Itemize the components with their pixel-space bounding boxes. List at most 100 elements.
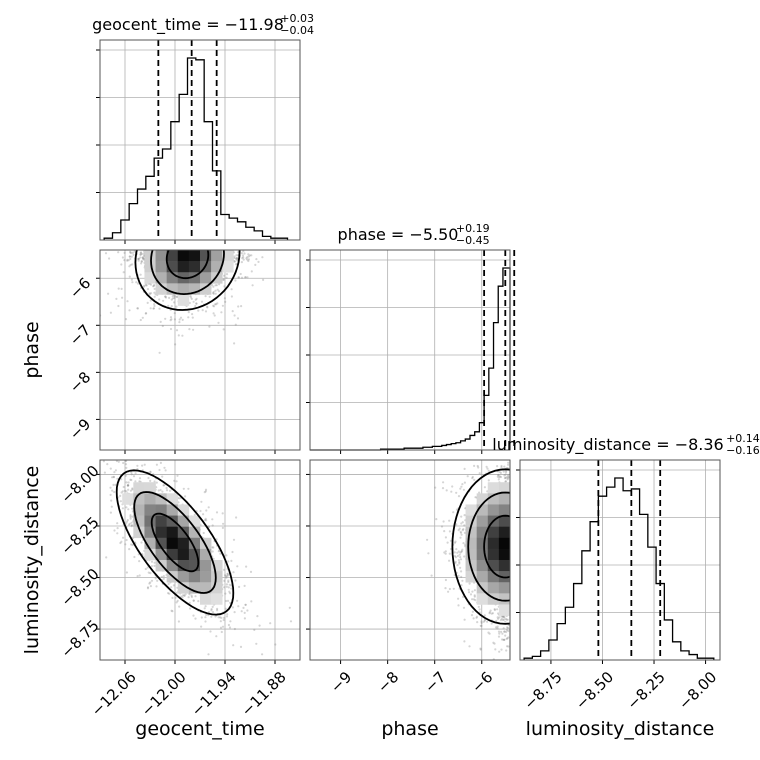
scatter-point [137,257,140,260]
scatter-point [507,476,510,479]
scatter-point [455,523,458,526]
scatter-point [127,259,130,262]
scatter-point [453,541,457,544]
scatter-point [505,629,508,632]
scatter-point [126,300,129,303]
scatter-point [239,645,243,649]
scatter-point [200,625,203,628]
scatter-point [208,295,211,298]
scatter-point [227,579,230,582]
panel-frame-phase_vs_geocent_time [99,249,301,451]
scatter-point [444,587,447,590]
scatter-point [233,260,236,263]
scatter-point [448,552,451,555]
scatter-point [120,287,123,290]
scatter-point [496,616,499,619]
scatter-point [150,579,154,582]
scatter-point [501,632,504,635]
density-cell [166,283,179,295]
scatter-point [212,291,215,295]
scatter-point [244,603,247,606]
scatter-point [140,252,143,256]
scatter-point [506,475,509,478]
scatter-point [194,298,197,301]
scatter-point [497,478,500,481]
scatter-point [219,626,223,629]
scatter-point [249,570,253,574]
scatter-point [147,476,150,480]
scatter-point [448,530,451,533]
scatter-point [499,475,503,479]
scatter-point [187,316,190,319]
scatter-point [142,258,145,261]
scatter-point [203,491,206,494]
density-cell [166,515,179,527]
scatter-point [178,497,181,500]
scatter-point [232,644,235,647]
scatter-point [245,257,248,260]
scatter-point [219,552,222,555]
density-cell [487,582,500,594]
scatter-point [500,648,503,651]
title-plus-luminosity_distance: +0.14 [726,432,760,445]
scatter-point [164,295,167,298]
scatter-point [487,479,490,482]
scatter-point [245,565,248,568]
scatter-point [189,294,192,298]
histogram-geocent_time [103,57,289,240]
tick-label-x-geocent_time-0: −12.06 [88,668,140,720]
scatter-point [461,579,464,582]
scatter-point [164,469,167,472]
scatter-point [214,289,217,292]
scatter-point [139,256,142,259]
density-cell [498,560,510,572]
scatter-point [211,284,214,287]
scatter-point [125,466,128,469]
scatter-point [496,608,499,611]
scatter-point [114,483,117,486]
density-cell [144,493,156,505]
scatter-point [223,586,226,589]
scatter-point [173,295,177,298]
scatter-point [468,645,471,648]
scatter-point [164,296,168,299]
scatter-point [148,293,151,296]
density-cell [476,515,489,527]
scatter-point [128,275,131,278]
tick-label-x-phase-0: −9 [327,668,355,696]
scatter-point [144,284,148,287]
scatter-point [108,257,111,260]
scatter-point [258,624,261,627]
scatter-point [124,474,127,477]
scatter-point [497,474,500,477]
scatter-point [131,281,134,284]
scatter-point [449,539,452,542]
scatter-point [228,590,231,593]
scatter-point [127,508,130,511]
scatter-point [152,307,155,310]
scatter-point [502,627,505,630]
scatter-point [455,491,458,494]
scatter-point [193,513,196,516]
scatter-point [137,257,140,260]
scatter-point [457,597,460,600]
scatter-point [462,542,465,545]
scatter-point [227,560,230,563]
scatter-point [462,488,465,491]
scatter-point [214,292,217,295]
scatter-point [504,473,507,476]
scatter-point [490,612,493,615]
density-cell [188,537,201,550]
scatter-point [199,509,202,513]
density-cell [188,250,201,262]
scatter-point [463,555,466,558]
scatter-point [200,500,203,503]
panel-frame-diag-luminosity_distance [519,459,721,661]
tick-label-y-phase-2: −7 [66,321,94,349]
density-cell [188,571,201,583]
scatter-point [467,591,471,594]
scatter-point [231,310,234,313]
scatter-point [125,522,128,525]
scatter-point [255,258,258,261]
scatter-point [452,511,455,514]
